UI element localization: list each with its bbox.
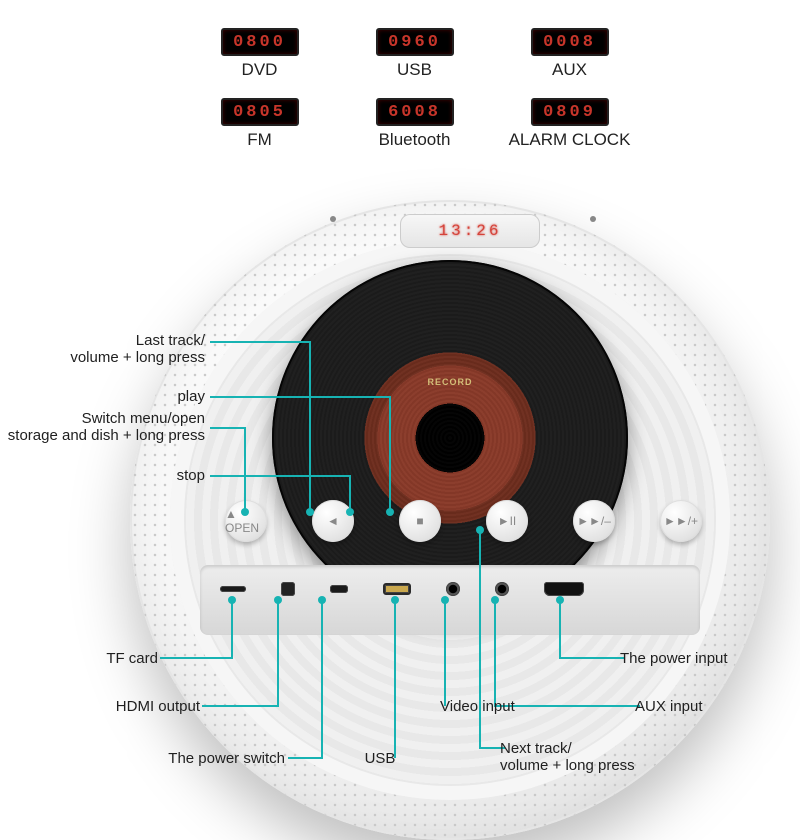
lcd-usb: 0960 xyxy=(376,28,454,56)
open-glyph: ▲ OPEN xyxy=(225,507,267,535)
port-shelf xyxy=(200,565,700,635)
skip-button[interactable]: ►►/+ xyxy=(660,500,702,542)
mode-bluetooth: 6008 Bluetooth xyxy=(337,98,492,150)
callout-pwr_sw: The power switch xyxy=(168,750,285,767)
mode-label-usb: USB xyxy=(337,60,492,80)
open-button[interactable]: ▲ OPEN xyxy=(225,500,267,542)
disc-text: RECORD xyxy=(427,377,472,387)
mode-alarm: 0809 ALARM CLOCK xyxy=(492,98,647,150)
callout-play: play xyxy=(177,388,205,405)
disc-label xyxy=(315,303,586,574)
usb-port[interactable] xyxy=(383,583,411,595)
stop-button[interactable]: ■ xyxy=(399,500,441,542)
clock-display: 13:26 xyxy=(400,214,540,248)
mode-label-dvd: DVD xyxy=(182,60,337,80)
lcd-aux: 0008 xyxy=(531,28,609,56)
skip-glyph: ►►/+ xyxy=(664,514,698,528)
callout-usb: USB xyxy=(365,750,396,767)
sensor-dot xyxy=(330,216,336,222)
hdmi-port[interactable] xyxy=(544,582,584,596)
mode-label-bluetooth: Bluetooth xyxy=(337,130,492,150)
play-glyph: ►II xyxy=(498,514,517,528)
lcd-bluetooth: 6008 xyxy=(376,98,454,126)
sensor-dot xyxy=(590,216,596,222)
mode-aux: 0008 AUX xyxy=(492,28,647,80)
mode-usb: 0960 USB xyxy=(337,28,492,80)
play-button[interactable]: ►II xyxy=(486,500,528,542)
video-jack[interactable] xyxy=(446,582,460,596)
prev-glyph: ◄ xyxy=(327,514,339,528)
lcd-fm: 0805 xyxy=(221,98,299,126)
next-button[interactable]: ►►/– xyxy=(573,500,615,542)
mode-fm: 0805 FM xyxy=(182,98,337,150)
clock-digits: 13:26 xyxy=(438,222,501,240)
callout-last_track: Last track/ volume + long press xyxy=(70,332,205,366)
micro-port[interactable] xyxy=(330,585,348,593)
power-switch[interactable] xyxy=(281,582,295,596)
disc: RECORD xyxy=(272,260,628,616)
port-row xyxy=(220,582,584,596)
mode-label-fm: FM xyxy=(182,130,337,150)
prev-button[interactable]: ◄ xyxy=(312,500,354,542)
player-body xyxy=(130,200,770,840)
callout-next: Next track/ volume + long press xyxy=(500,740,635,774)
callout-stop: stop xyxy=(177,467,205,484)
mode-dvd: 0800 DVD xyxy=(182,28,337,80)
callout-switch: Switch menu/open storage and dish + long… xyxy=(8,410,205,444)
tf-card-slot[interactable] xyxy=(220,586,246,592)
stop-glyph: ■ xyxy=(416,514,423,528)
callout-hdmi: HDMI output xyxy=(116,698,200,715)
speaker-grille xyxy=(130,200,770,840)
next-glyph: ►►/– xyxy=(577,514,611,528)
mode-grid: 0800 DVD 0960 USB 0008 AUX 0805 FM 6008 … xyxy=(182,28,647,150)
aux-jack[interactable] xyxy=(495,582,509,596)
player-ring xyxy=(170,240,730,800)
callout-tf: TF card xyxy=(106,650,158,667)
callout-video: Video input xyxy=(440,698,515,715)
lcd-dvd: 0800 xyxy=(221,28,299,56)
mode-label-alarm: ALARM CLOCK xyxy=(492,130,647,150)
lcd-alarm: 0809 xyxy=(531,98,609,126)
callout-aux: AUX input xyxy=(635,698,703,715)
callout-pwr_in: The power input xyxy=(620,650,728,667)
control-button-row: ▲ OPEN ◄ ■ ►II ►►/– ►►/+ xyxy=(225,500,702,542)
mode-label-aux: AUX xyxy=(492,60,647,80)
